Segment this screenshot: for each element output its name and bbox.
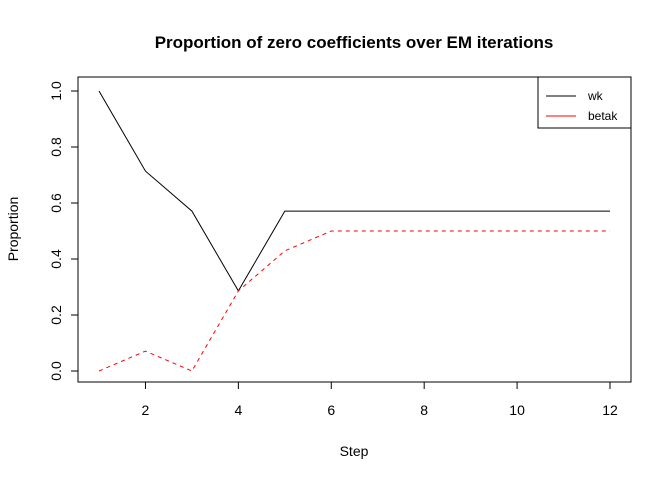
x-axis-label: Step <box>340 443 369 459</box>
series-line-betak <box>98 230 610 372</box>
legend-box <box>537 76 632 129</box>
series-line-wk <box>98 90 610 292</box>
x-tick-label: 8 <box>420 402 428 418</box>
chart-title: Proportion of zero coefficients over EM … <box>155 33 554 52</box>
series-group <box>98 90 610 372</box>
legend-label-betak: betak <box>588 109 618 123</box>
y-tick-label: 0.8 <box>48 137 64 157</box>
legend-label-wk: wk <box>587 89 604 103</box>
x-tick-label: 10 <box>509 402 525 418</box>
x-tick-label: 4 <box>234 402 242 418</box>
x-axis: 2 4 6 8 10 12 <box>142 381 618 418</box>
x-tick-label: 12 <box>602 402 618 418</box>
y-tick-label: 0.6 <box>48 193 64 213</box>
y-axis: 0.0 0.2 0.4 0.6 0.8 1.0 <box>48 81 79 381</box>
y-tick-label: 0.0 <box>48 361 64 381</box>
y-tick-label: 0.4 <box>48 249 64 269</box>
y-tick-label: 1.0 <box>48 81 64 101</box>
y-axis-label: Proportion <box>5 197 21 262</box>
x-tick-label: 2 <box>142 402 150 418</box>
x-tick-label: 6 <box>327 402 335 418</box>
legend: wk betak <box>537 76 632 129</box>
y-tick-label: 0.2 <box>48 305 64 325</box>
